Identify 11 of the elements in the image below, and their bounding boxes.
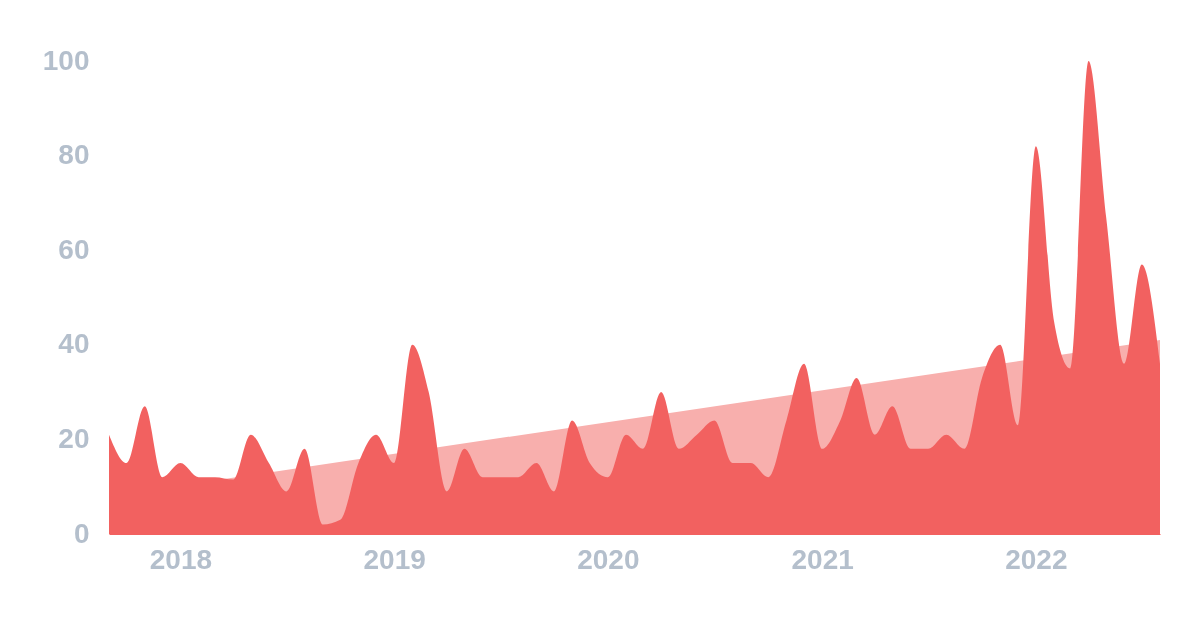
y-tick-label: 20 <box>58 422 90 454</box>
y-tick-label: 100 <box>42 44 90 76</box>
x-tick-label: 2021 <box>791 543 854 575</box>
x-tick-label: 2020 <box>577 543 640 575</box>
x-tick-label: 2018 <box>149 543 213 575</box>
y-tick-label: 80 <box>58 139 90 171</box>
x-tick-label: 2022 <box>1005 543 1068 575</box>
y-tick-label: 0 <box>73 517 90 549</box>
y-tick-label: 40 <box>58 328 90 360</box>
x-tick-label: 2019 <box>363 543 426 575</box>
y-tick-label: 60 <box>58 233 90 265</box>
